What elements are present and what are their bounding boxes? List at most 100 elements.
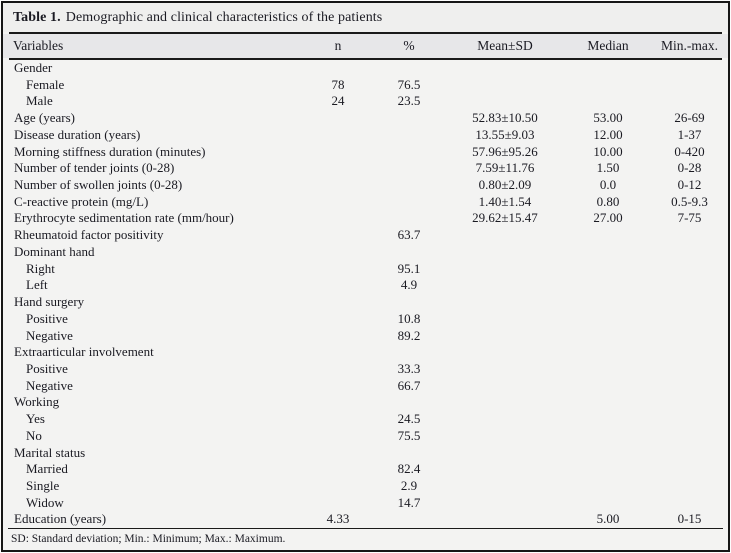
table-row: Education (years) 4.33 5.00 0-15 xyxy=(3,511,728,528)
cell-variable: Positive xyxy=(26,360,68,376)
cell-percent: 23.5 xyxy=(397,93,421,109)
cell-median: 0.0 xyxy=(599,177,617,193)
cell-median: 1.50 xyxy=(596,160,620,176)
cell-percent: 14.7 xyxy=(397,494,421,510)
cell-variable: Hand surgery xyxy=(14,294,85,310)
cell-percent: 75.5 xyxy=(397,427,421,443)
rule-under-title xyxy=(9,32,722,34)
table-footnote-row: SD: Standard deviation; Min.: Minimum; M… xyxy=(3,529,728,550)
table-row: Working xyxy=(3,394,728,411)
cell-mean-sd: 0.80±2.09 xyxy=(478,177,532,193)
cell-variable: Positive xyxy=(26,310,68,326)
cell-min-max: 7-75 xyxy=(677,210,702,226)
cell-percent: 82.4 xyxy=(397,461,421,477)
cell-min-max: 0.5-9.3 xyxy=(671,193,708,209)
rule-above-footnote xyxy=(8,528,723,530)
cell-min-max: 0-15 xyxy=(677,511,702,527)
table-row: Age (years) 52.83±10.50 53.00 26-69 xyxy=(3,110,728,127)
cell-min-max: 0-420 xyxy=(674,143,705,159)
cell-variable: C-reactive protein (mg/L) xyxy=(14,193,149,209)
cell-n: 4.33 xyxy=(326,511,350,527)
cell-median: 5.00 xyxy=(596,511,620,527)
cell-percent: 66.7 xyxy=(397,377,421,393)
cell-variable: Education (years) xyxy=(14,511,107,527)
cell-variable: Negative xyxy=(26,377,73,393)
cell-n: 78 xyxy=(331,76,345,92)
cell-variable: Gender xyxy=(14,60,53,75)
cell-variable: Dominant hand xyxy=(14,243,95,259)
table-row: Widow 14.7 xyxy=(3,495,728,512)
cell-median: 53.00 xyxy=(593,110,623,126)
cell-variable: Widow xyxy=(26,494,64,510)
table-row: Dominant hand xyxy=(3,244,728,261)
column-header-variables: Variables xyxy=(13,38,64,53)
cell-variable: Right xyxy=(26,260,55,276)
table-row: Hand surgery xyxy=(3,294,728,311)
cell-mean-sd: 13.55±9.03 xyxy=(475,126,535,142)
table-footnote: SD: Standard deviation; Min.: Minimum; M… xyxy=(11,533,286,546)
table-header-row: Variables n % Mean±SD Median Min.-max. xyxy=(3,34,728,58)
table-body: Gender Female 78 76.5 Male 24 23.5 Age (years) 5… xyxy=(3,60,728,529)
cell-mean-sd: 57.96±95.26 xyxy=(472,143,538,159)
cell-mean-sd: 29.62±15.47 xyxy=(472,210,538,226)
table-row: No 75.5 xyxy=(3,428,728,445)
cell-variable: Number of swollen joints (0-28) xyxy=(14,177,183,193)
cell-percent: 95.1 xyxy=(397,260,421,276)
cell-percent: 33.3 xyxy=(397,360,421,376)
table-row: Gender xyxy=(3,60,728,77)
table-row: Marital status xyxy=(3,445,728,462)
table-row: Negative 89.2 xyxy=(3,328,728,345)
table-row: Single 2.9 xyxy=(3,478,728,495)
cell-min-max: 1-37 xyxy=(677,126,702,142)
cell-percent: 24.5 xyxy=(397,411,421,427)
column-header-percent: % xyxy=(403,38,415,53)
cell-variable: Number of tender joints (0-28) xyxy=(14,160,175,176)
cell-variable: Extraarticular involvement xyxy=(14,344,154,360)
table-row: Disease duration (years) 13.55±9.03 12.00 1… xyxy=(3,127,728,144)
cell-min-max: 0-28 xyxy=(677,160,702,176)
cell-percent: 4.9 xyxy=(400,277,418,293)
column-header-median: Median xyxy=(587,38,629,53)
cell-variable: Female xyxy=(26,76,65,92)
cell-variable: No xyxy=(26,427,42,443)
table-row: Negative 66.7 xyxy=(3,378,728,395)
table-row: Erythrocyte sedimentation rate (mm/hour)… xyxy=(3,210,728,227)
table-title-text: Demographic and clinical characteristics… xyxy=(65,9,383,25)
table-row: C-reactive protein (mg/L) 1.40±1.54 0.80 0.… xyxy=(3,194,728,211)
table-row: Left 4.9 xyxy=(3,277,728,294)
cell-percent: 2.9 xyxy=(400,477,418,493)
cell-variable: Erythrocyte sedimentation rate (mm/hour) xyxy=(14,210,234,226)
table-row: Male 24 23.5 xyxy=(3,93,728,110)
table-row: Positive 10.8 xyxy=(3,311,728,328)
table-title-label: Table 1. xyxy=(13,9,61,25)
table-row: Extraarticular involvement xyxy=(3,344,728,361)
table-title: Table 1. Demographic and clinical charac… xyxy=(3,3,728,32)
table-row: Number of tender joints (0-28) 7.59±11.76… xyxy=(3,160,728,177)
cell-variable: Rheumatoid factor positivity xyxy=(14,227,164,243)
table-row: Right 95.1 xyxy=(3,261,728,278)
cell-variable: Working xyxy=(14,394,60,410)
table-row: Rheumatoid factor positivity 63.7 xyxy=(3,227,728,244)
cell-mean-sd: 7.59±11.76 xyxy=(475,160,535,176)
table-row: Married 82.4 xyxy=(3,461,728,478)
cell-variable: Married xyxy=(26,461,68,477)
cell-variable: Negative xyxy=(26,327,73,343)
cell-variable: Disease duration (years) xyxy=(14,126,141,142)
table-row: Female 78 76.5 xyxy=(3,77,728,94)
cell-min-max: 0-12 xyxy=(677,177,702,193)
cell-variable: Morning stiffness duration (minutes) xyxy=(14,143,206,159)
table-row: Yes 24.5 xyxy=(3,411,728,428)
cell-median: 12.00 xyxy=(593,126,623,142)
cell-variable: Marital status xyxy=(14,444,86,460)
cell-mean-sd: 52.83±10.50 xyxy=(472,110,538,126)
cell-n: 24 xyxy=(331,93,345,109)
cell-variable: Yes xyxy=(26,411,45,427)
cell-variable: Left xyxy=(26,277,48,293)
column-header-n: n xyxy=(334,38,342,53)
cell-variable: Single xyxy=(26,477,60,493)
table-row: Morning stiffness duration (minutes) 57.9… xyxy=(3,144,728,161)
cell-mean-sd: 1.40±1.54 xyxy=(478,193,532,209)
cell-min-max: 26-69 xyxy=(674,110,705,126)
cell-median: 10.00 xyxy=(593,143,623,159)
